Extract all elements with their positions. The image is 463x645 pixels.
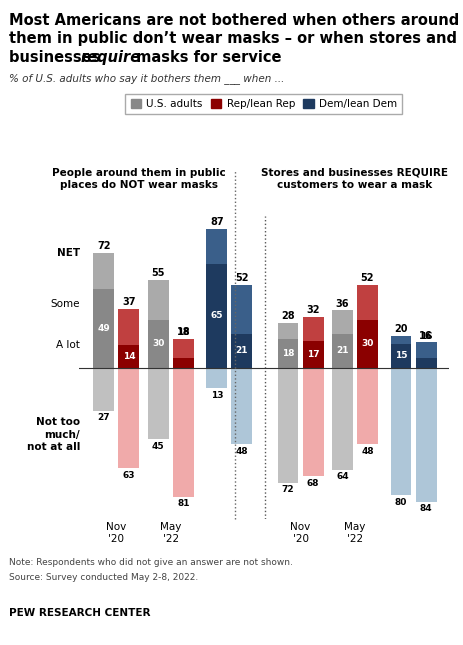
- Text: Source: Survey conducted May 2-8, 2022.: Source: Survey conducted May 2-8, 2022.: [9, 573, 199, 582]
- Text: 68: 68: [307, 479, 319, 488]
- Bar: [277, 368, 299, 482]
- Bar: [94, 368, 114, 411]
- Bar: [232, 368, 252, 444]
- Text: 30: 30: [152, 339, 164, 348]
- Text: Stores and businesses REQUIRE
customers to wear a mask: Stores and businesses REQUIRE customers …: [261, 168, 448, 190]
- Bar: [390, 336, 412, 344]
- Text: 32: 32: [307, 305, 320, 315]
- Text: 52: 52: [361, 273, 374, 283]
- Text: 18: 18: [282, 349, 294, 358]
- Text: 63: 63: [123, 471, 135, 480]
- Text: 36: 36: [336, 299, 349, 308]
- Bar: [390, 368, 412, 495]
- Text: 48: 48: [361, 446, 374, 455]
- Text: People around them in public
places do NOT wear masks: People around them in public places do N…: [52, 168, 226, 190]
- Bar: [332, 310, 353, 334]
- Bar: [148, 280, 169, 320]
- Bar: [277, 323, 299, 339]
- Bar: [416, 358, 437, 368]
- Text: 37: 37: [122, 297, 136, 307]
- Text: 55: 55: [151, 268, 165, 278]
- Text: them in public don’t wear masks – or when stores and: them in public don’t wear masks – or whe…: [9, 31, 457, 46]
- Bar: [148, 320, 169, 368]
- Bar: [119, 308, 139, 345]
- Bar: [94, 290, 114, 368]
- Bar: [357, 368, 378, 444]
- Text: 14: 14: [123, 352, 135, 361]
- Bar: [357, 284, 378, 320]
- Bar: [148, 368, 169, 439]
- Text: 81: 81: [177, 499, 189, 508]
- Text: May
'22: May '22: [344, 522, 366, 544]
- Bar: [416, 368, 437, 502]
- Bar: [232, 284, 252, 334]
- Text: 72: 72: [282, 485, 294, 494]
- Text: 18: 18: [177, 328, 189, 337]
- Bar: [173, 368, 194, 497]
- Text: 21: 21: [236, 346, 248, 355]
- Bar: [416, 342, 437, 358]
- Bar: [357, 320, 378, 368]
- Text: 65: 65: [211, 312, 223, 321]
- Text: 15: 15: [395, 351, 407, 360]
- Bar: [303, 317, 324, 341]
- Text: Nov
'20: Nov '20: [290, 522, 311, 544]
- Text: 18: 18: [176, 327, 190, 337]
- Text: 30: 30: [361, 339, 374, 348]
- Text: 16: 16: [420, 332, 432, 341]
- Text: A lot: A lot: [56, 341, 80, 350]
- Text: Note: Respondents who did not give an answer are not shown.: Note: Respondents who did not give an an…: [9, 558, 293, 567]
- Text: Most Americans are not bothered when others around: Most Americans are not bothered when oth…: [9, 13, 459, 28]
- Text: NET: NET: [57, 248, 80, 258]
- Text: % of U.S. adults who say it bothers them ___ when ...: % of U.S. adults who say it bothers them…: [9, 74, 285, 84]
- Bar: [94, 253, 114, 290]
- Text: 21: 21: [336, 346, 349, 355]
- Bar: [173, 358, 194, 368]
- Bar: [206, 368, 227, 388]
- Text: May
'22: May '22: [160, 522, 181, 544]
- Bar: [303, 341, 324, 368]
- Text: 45: 45: [152, 442, 164, 451]
- Text: 13: 13: [211, 391, 223, 400]
- Text: require: require: [80, 50, 140, 64]
- Text: 28: 28: [281, 312, 295, 321]
- Text: 16: 16: [419, 330, 433, 341]
- Text: businesses: businesses: [9, 50, 106, 64]
- Bar: [119, 368, 139, 468]
- Text: 52: 52: [235, 273, 249, 283]
- Text: 64: 64: [336, 472, 349, 481]
- Bar: [332, 334, 353, 368]
- Text: 84: 84: [420, 504, 432, 513]
- Bar: [303, 368, 324, 476]
- Text: 27: 27: [98, 413, 110, 422]
- Bar: [173, 339, 194, 358]
- Text: 48: 48: [236, 446, 248, 455]
- Bar: [119, 345, 139, 368]
- Legend: U.S. adults, Rep/lean Rep, Dem/lean Dem: U.S. adults, Rep/lean Rep, Dem/lean Dem: [125, 94, 402, 114]
- Text: 17: 17: [307, 350, 319, 359]
- Text: Not too
much/
not at all: Not too much/ not at all: [26, 417, 80, 452]
- Bar: [206, 229, 227, 264]
- Text: 49: 49: [97, 324, 110, 333]
- Text: masks for service: masks for service: [131, 50, 282, 64]
- Bar: [232, 334, 252, 368]
- Text: Some: Some: [50, 299, 80, 309]
- Bar: [206, 264, 227, 368]
- Bar: [277, 339, 299, 368]
- Text: 80: 80: [395, 498, 407, 507]
- Text: 20: 20: [394, 324, 408, 334]
- Text: 72: 72: [97, 241, 111, 251]
- Bar: [332, 368, 353, 470]
- Text: Nov
'20: Nov '20: [106, 522, 126, 544]
- Text: PEW RESEARCH CENTER: PEW RESEARCH CENTER: [9, 608, 151, 618]
- Text: 87: 87: [210, 217, 224, 227]
- Bar: [390, 344, 412, 368]
